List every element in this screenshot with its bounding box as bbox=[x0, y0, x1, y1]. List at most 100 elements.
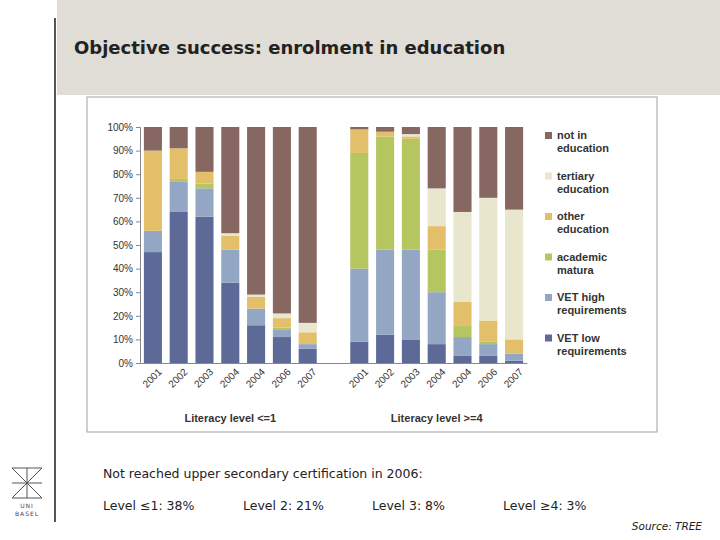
x-axis-line bbox=[141, 363, 528, 364]
legend-label: academicmatura bbox=[557, 251, 607, 276]
y-tick-label: 90% bbox=[113, 145, 133, 156]
bar bbox=[221, 233, 239, 235]
bar bbox=[221, 127, 239, 233]
x-tick-label: 2003 bbox=[192, 366, 216, 390]
bar bbox=[402, 136, 420, 138]
note-heading: Not reached upper secondary certificatio… bbox=[103, 466, 423, 481]
x-tick-label: 2006 bbox=[269, 366, 293, 390]
bar bbox=[376, 127, 394, 132]
bar bbox=[453, 356, 471, 363]
bar bbox=[505, 354, 523, 361]
logo-line bbox=[12, 498, 42, 499]
bar bbox=[402, 339, 420, 363]
y-tick-mark bbox=[136, 127, 140, 128]
bar bbox=[428, 226, 446, 250]
bar bbox=[428, 188, 446, 226]
bar bbox=[479, 127, 497, 198]
y-tick-mark bbox=[136, 174, 140, 175]
slide: Objective success: enrolment in educatio… bbox=[0, 0, 720, 540]
y-tick: 20% bbox=[113, 311, 140, 322]
y-axis: 0%10%20%30%40%50%60%70%80%90%100% bbox=[107, 122, 140, 369]
x-tick-label: 2006 bbox=[476, 366, 500, 390]
header-band bbox=[57, 0, 720, 95]
x-group-label: Literacy level >=4 bbox=[391, 412, 484, 424]
legend-label: VET lowrequirements bbox=[557, 332, 627, 357]
x-tick-label: 2004 bbox=[450, 366, 474, 390]
bar bbox=[144, 252, 162, 363]
bar bbox=[221, 250, 239, 283]
x-tick-label: 2001 bbox=[347, 366, 371, 390]
x-tick: 2007 bbox=[295, 366, 319, 390]
bar bbox=[428, 250, 446, 292]
bar bbox=[195, 184, 213, 189]
bar bbox=[221, 236, 239, 250]
bar bbox=[479, 198, 497, 321]
y-tick-mark bbox=[136, 245, 140, 246]
bar bbox=[195, 188, 213, 216]
bar bbox=[479, 356, 497, 363]
legend-label: tertiaryeducation bbox=[557, 170, 609, 195]
bar bbox=[376, 250, 394, 335]
bar bbox=[170, 181, 188, 212]
logo-line bbox=[12, 468, 42, 498]
x-tick-label: 2007 bbox=[295, 366, 319, 390]
note-item: Level 2: 21% bbox=[243, 498, 324, 513]
y-tick-label: 20% bbox=[113, 311, 133, 322]
bar bbox=[247, 309, 265, 326]
bar bbox=[453, 212, 471, 302]
bar bbox=[402, 250, 420, 340]
note-item: Level ≥4: 3% bbox=[503, 498, 587, 513]
x-tick: 2002 bbox=[373, 366, 397, 390]
slide-title: Objective success: enrolment in educatio… bbox=[74, 37, 505, 58]
note-item: Level ≤1: 38% bbox=[103, 498, 194, 513]
bar bbox=[428, 292, 446, 344]
y-tick-mark bbox=[136, 363, 140, 364]
bar bbox=[273, 313, 291, 318]
bar bbox=[170, 212, 188, 363]
bar bbox=[350, 129, 368, 153]
bar bbox=[428, 127, 446, 188]
x-tick-label: 2004 bbox=[424, 366, 448, 390]
bar bbox=[505, 361, 523, 363]
bar bbox=[299, 127, 317, 323]
y-tick-mark bbox=[136, 292, 140, 293]
bar bbox=[247, 297, 265, 309]
x-tick: 2006 bbox=[476, 366, 500, 390]
x-tick: 2004 bbox=[424, 366, 448, 390]
bar bbox=[195, 217, 213, 363]
bar bbox=[299, 349, 317, 363]
bar bbox=[299, 323, 317, 332]
logo-text: UNI bbox=[20, 502, 34, 509]
x-group-label: Literacy level <=1 bbox=[184, 412, 276, 424]
x-tick: 2004 bbox=[218, 366, 242, 390]
bar bbox=[273, 328, 291, 330]
y-tick-label: 40% bbox=[113, 263, 133, 274]
y-tick-label: 50% bbox=[113, 240, 133, 251]
x-tick: 2003 bbox=[398, 366, 422, 390]
legend: not ineducationtertiaryeducationotheredu… bbox=[545, 129, 627, 357]
x-tick: 2003 bbox=[192, 366, 216, 390]
bar bbox=[402, 139, 420, 250]
left-rule bbox=[54, 18, 56, 522]
bar bbox=[170, 127, 188, 148]
logo: UNIBASEL bbox=[12, 468, 42, 517]
bar bbox=[376, 335, 394, 363]
bar bbox=[402, 127, 420, 134]
logo-text: BASEL bbox=[15, 510, 39, 517]
bar bbox=[170, 179, 188, 181]
logo-line bbox=[19, 475, 35, 491]
source: Source: TREE bbox=[632, 520, 703, 532]
y-tick: 90% bbox=[113, 145, 140, 156]
y-tick-label: 30% bbox=[113, 287, 133, 298]
y-tick: 30% bbox=[113, 287, 140, 298]
y-tick: 40% bbox=[113, 263, 140, 274]
y-tick: 100% bbox=[107, 122, 140, 133]
bar bbox=[350, 269, 368, 342]
x-tick-label: 2002 bbox=[166, 366, 190, 390]
logo-line bbox=[12, 468, 42, 469]
x-tick: 2004 bbox=[450, 366, 474, 390]
x-axis: 2001200220032004200420062007200120022003… bbox=[140, 364, 527, 390]
bar bbox=[505, 127, 523, 210]
bar bbox=[479, 344, 497, 356]
legend-swatch bbox=[545, 173, 552, 180]
